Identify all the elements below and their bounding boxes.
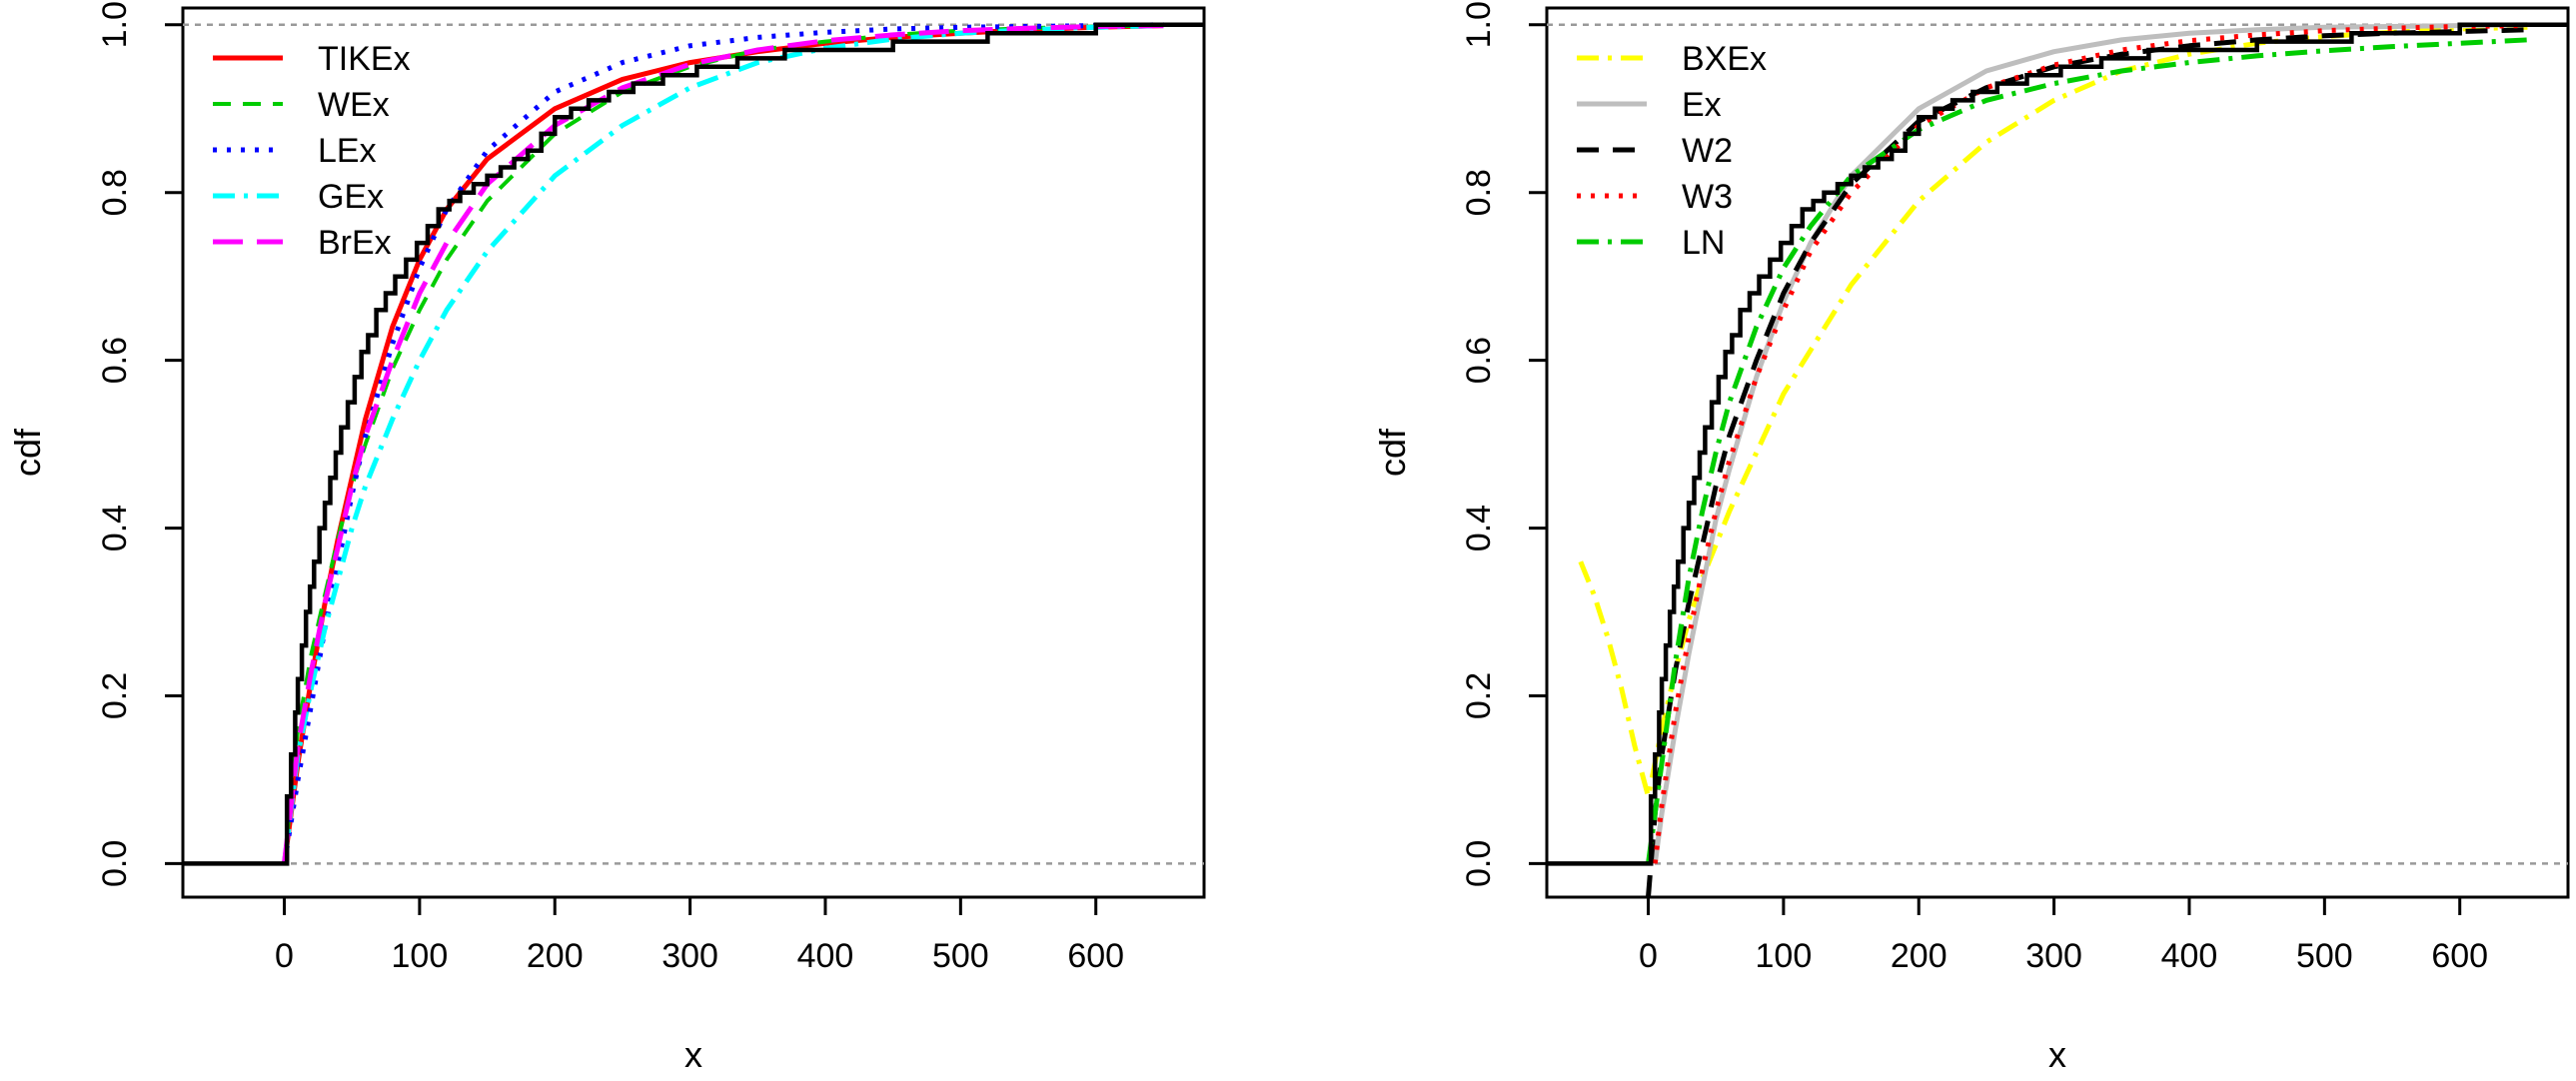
y-tick-label: 0.0 [96, 840, 134, 887]
series-line-w3 [1652, 23, 2528, 864]
plot-frame [1545, 6, 2570, 899]
chart-panel-left: 0 100 200 300 400 500 600 x 0.0 0.2 0.4 … [7, 1, 1206, 1075]
series-line-gex [282, 23, 1164, 864]
y-tick-labels: 0.0 0.2 0.4 0.6 0.8 1.0 [96, 1, 134, 887]
x-tick-marks [283, 897, 1098, 915]
y-tick-label: 0.4 [1460, 505, 1498, 551]
x-tick-label: 400 [2161, 937, 2218, 975]
y-axis-label: cdf [1372, 428, 1413, 477]
y-tick-label: 0.6 [96, 337, 134, 384]
x-axis: 0 100 200 300 400 500 600 x [275, 897, 1124, 1075]
legend-label-ex: Ex [1682, 86, 1722, 124]
series-layer [183, 22, 1204, 866]
x-tick-label: 200 [527, 937, 584, 975]
y-tick-marks [1529, 23, 1547, 865]
y-tick-label: 0.8 [96, 169, 134, 216]
legend-label-tikex: TIKEx [318, 40, 411, 78]
legend-label-wex: WEx [318, 86, 390, 124]
x-axis-label: x [684, 1034, 702, 1075]
y-tick-label: 0.0 [1460, 840, 1498, 887]
x-tick-label: 300 [661, 937, 718, 975]
x-tick-label: 600 [1067, 937, 1124, 975]
x-tick-marks [1647, 897, 2462, 915]
series-line-brex [282, 23, 1164, 864]
series-line-tikex [282, 23, 1164, 864]
x-tick-label: 100 [1756, 937, 1813, 975]
empirical-cdf-step [1547, 22, 2568, 866]
legend-label-bxex: BXEx [1682, 40, 1767, 78]
y-axis-label: cdf [7, 428, 48, 477]
y-tick-label: 0.8 [1460, 169, 1498, 216]
plot-frame [181, 6, 1206, 899]
series-line-ex [1652, 22, 2528, 864]
chart-panel-right: 0 100 200 300 400 500 600 x 0.0 0.2 0.4 … [1372, 1, 2570, 1075]
x-tick-label: 600 [2431, 937, 2488, 975]
y-tick-labels: 0.0 0.2 0.4 0.6 0.8 1.0 [1460, 1, 1498, 887]
empirical-cdf-step [183, 22, 1204, 866]
x-tick-label: 0 [275, 937, 294, 975]
series-line-ln [1646, 37, 2528, 864]
x-tick-label: 0 [1639, 937, 1658, 975]
y-tick-label: 1.0 [1460, 1, 1498, 48]
legend-label-gex: GEx [318, 178, 384, 216]
series-layer [1547, 22, 2568, 897]
y-tick-marks [165, 23, 183, 865]
legend-label-brex: BrEx [318, 224, 392, 262]
x-axis: 0 100 200 300 400 500 600 x [1639, 897, 2488, 1075]
y-tick-label: 0.6 [1460, 337, 1498, 384]
legend-label-w2: W2 [1682, 132, 1733, 170]
series-line-wex [282, 23, 1164, 864]
legend: TIKEx WEx LEx GEx BrEx [213, 40, 411, 262]
y-tick-label: 0.2 [96, 672, 134, 719]
x-tick-label: 400 [797, 937, 854, 975]
x-tick-labels: 0 100 200 300 400 500 600 [275, 937, 1124, 975]
x-axis-label: x [2048, 1034, 2066, 1075]
x-tick-label: 500 [2296, 937, 2353, 975]
y-tick-label: 1.0 [96, 1, 134, 48]
y-tick-label: 0.4 [96, 505, 134, 551]
x-tick-label: 200 [1891, 937, 1947, 975]
legend-label-ln: LN [1682, 224, 1725, 262]
y-tick-label: 0.2 [1460, 672, 1498, 719]
y-axis: 0.0 0.2 0.4 0.6 0.8 1.0 cdf [7, 1, 183, 887]
legend-label-lex: LEx [318, 132, 377, 170]
legend-label-w3: W3 [1682, 178, 1733, 216]
x-tick-labels: 0 100 200 300 400 500 600 [1639, 937, 2488, 975]
x-tick-label: 100 [392, 937, 449, 975]
series-line-lex [282, 22, 1164, 864]
x-tick-label: 500 [932, 937, 989, 975]
y-axis: 0.0 0.2 0.4 0.6 0.8 1.0 cdf [1372, 1, 1547, 887]
x-tick-label: 300 [2025, 937, 2082, 975]
legend: BXEx Ex W2 W3 LN [1577, 40, 1767, 262]
series-line-w2 [1646, 27, 2528, 897]
